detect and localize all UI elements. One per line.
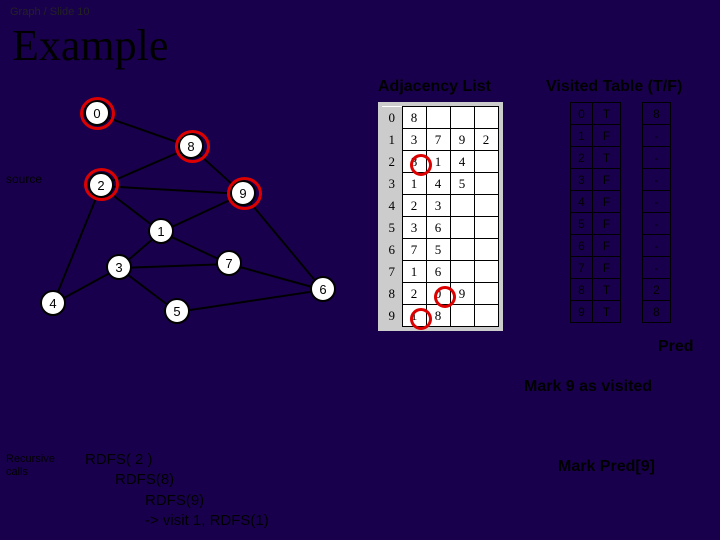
graph-node-5: 5 (164, 298, 190, 324)
graph-edge (119, 263, 229, 269)
highlight-ring (410, 308, 432, 330)
breadcrumb: Graph / Slide 10 (10, 6, 90, 18)
highlight-ring (227, 177, 262, 210)
mark-visited-text: Mark 9 as visited (524, 378, 652, 396)
call-line: RDFS( 2 ) (85, 450, 269, 470)
highlight-ring (175, 130, 210, 163)
graph-edge (242, 193, 324, 290)
call-line: -> visit 1, RDFS(1) (85, 511, 269, 531)
graph-node-7: 7 (216, 250, 242, 276)
graph-node-4: 4 (40, 290, 66, 316)
visited-table: 0T81F-2T-3F-4F-5F-6F-7F-8T29T8 (570, 102, 671, 323)
graph-diagram: 0829137456 (0, 80, 360, 360)
highlight-ring (80, 97, 115, 130)
graph-node-6: 6 (310, 276, 336, 302)
highlight-ring (84, 168, 119, 201)
highlight-ring (434, 286, 456, 308)
graph-edge (177, 289, 323, 313)
mark-pred-text: Mark Pred[9] (558, 458, 655, 476)
call-line: RDFS(8) (85, 470, 269, 490)
adjacency-list-table: 0813792281431454235366757168209918 (378, 102, 503, 331)
highlight-ring (410, 154, 432, 176)
graph-node-1: 1 (148, 218, 174, 244)
graph-node-3: 3 (106, 254, 132, 280)
page-title: Example (12, 20, 168, 71)
visited-table-title: Visited Table (T/F) (546, 78, 682, 96)
recursive-calls-code: RDFS( 2 )RDFS(8)RDFS(9)-> visit 1, RDFS(… (85, 450, 269, 531)
pred-label: Pred (658, 338, 694, 356)
graph-edge (52, 186, 102, 305)
call-line: RDFS(9) (85, 491, 269, 511)
graph-edge (101, 185, 243, 195)
adjacency-list-title: Adjacency List (378, 78, 491, 96)
recursive-calls-label: Recursive calls (6, 453, 55, 479)
